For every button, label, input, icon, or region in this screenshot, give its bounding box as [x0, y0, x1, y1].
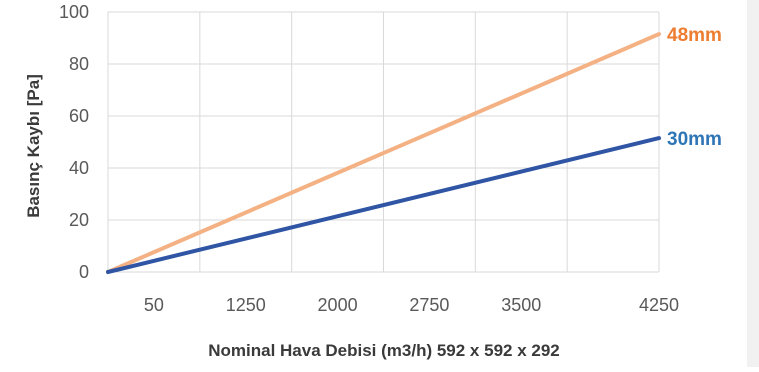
scrollbar-track	[747, 0, 759, 367]
y-axis-title: Basınç Kaybı [Pa]	[24, 74, 43, 218]
y-tick-label: 20	[69, 210, 89, 230]
y-tick-label: 60	[69, 106, 89, 126]
x-tick-label: 2000	[318, 295, 358, 315]
y-tick-label: 0	[79, 262, 89, 282]
x-axis-title: Nominal Hava Debisi (m3/h) 592 x 592 x 2…	[208, 341, 560, 360]
y-tick-label: 80	[69, 54, 89, 74]
series-line-48mm	[106, 32, 661, 274]
series-line-30mm	[106, 136, 661, 274]
y-tick-label: 100	[59, 2, 89, 22]
x-tick-label: 1250	[226, 295, 266, 315]
x-tick-label: 2750	[409, 295, 449, 315]
x-tick-label: 3500	[501, 295, 541, 315]
gridlines	[107, 11, 660, 273]
series-label-48mm: 48mm	[667, 25, 722, 46]
x-tick-label: 4250	[639, 295, 679, 315]
series-labels: 48mm 30mm	[667, 25, 722, 150]
x-axis-ticks: 50 1250 2000 2750 3500 4250	[144, 295, 679, 315]
y-tick-label: 40	[69, 158, 89, 178]
series-lines	[106, 32, 661, 274]
y-axis-ticks: 0 20 40 60 80 100	[59, 2, 89, 282]
series-label-30mm: 30mm	[667, 129, 722, 150]
x-tick-label: 50	[144, 295, 164, 315]
